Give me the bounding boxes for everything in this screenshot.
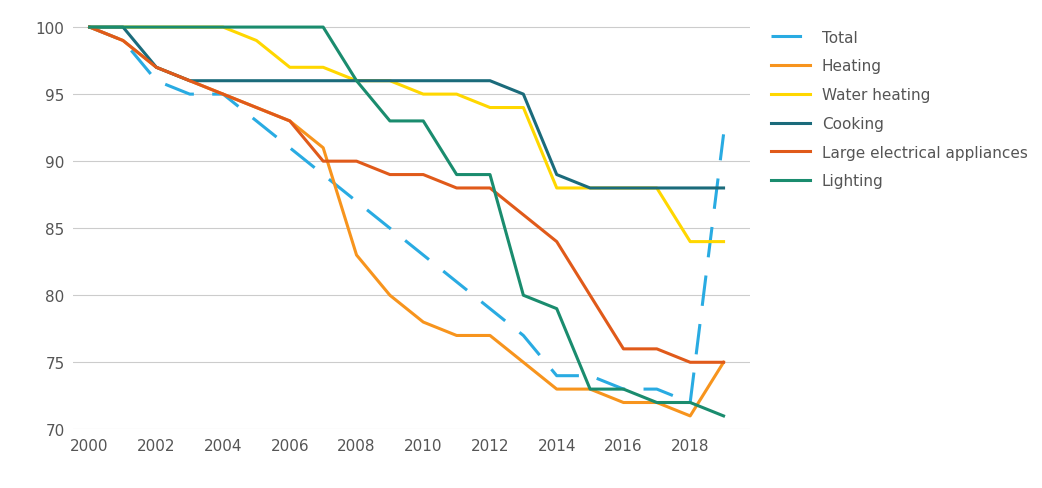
Legend: Total, Heating, Water heating, Cooking, Large electrical appliances, Lighting: Total, Heating, Water heating, Cooking, … xyxy=(771,31,1027,189)
